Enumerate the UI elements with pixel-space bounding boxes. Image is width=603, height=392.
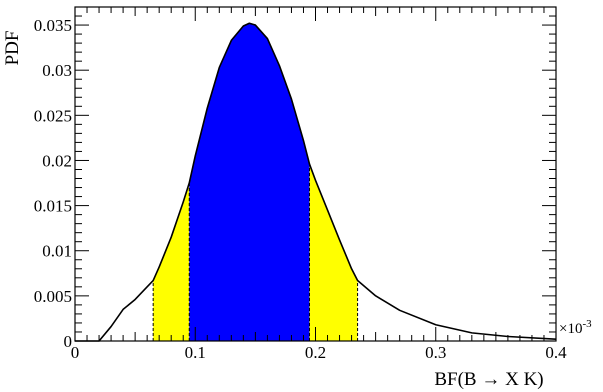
y-tick-label: 0.005 — [34, 287, 72, 306]
x-scale-exponent: -3 — [582, 318, 592, 330]
x-tick-label: 0.3 — [425, 343, 446, 362]
x-tick-label: 0 — [71, 343, 80, 362]
shaded-region-2 — [189, 23, 310, 341]
axis-ticks — [74, 6, 557, 342]
x-axis-title: BF(B → X K) — [434, 369, 543, 390]
x-tick-label: 0.2 — [305, 343, 326, 362]
y-axis-title: PDF — [2, 31, 23, 66]
y-tick-label: 0.025 — [34, 106, 72, 125]
y-tick-label: 0.03 — [42, 61, 72, 80]
y-tick-label: 0 — [64, 332, 73, 351]
x-tick-label: 0.4 — [545, 343, 567, 362]
x-scale-label: ×10 — [559, 321, 582, 337]
x-tick-label: 0.1 — [185, 343, 206, 362]
shaded-regions — [153, 23, 358, 341]
tick-labels: 0 0.1 0.2 0.3 0.4 0 0.005 0.01 0.015 0.02 0.025 0.0… — [34, 16, 567, 362]
y-tick-label: 0.015 — [34, 197, 72, 216]
interval-boundaries — [152, 164, 359, 341]
pdf-curve-layer — [75, 22, 557, 342]
y-tick-label: 0.01 — [42, 242, 72, 261]
y-tick-label: 0.02 — [42, 151, 72, 170]
pdf-curve — [75, 22, 557, 342]
shaded-region-3 — [309, 164, 358, 341]
y-tick-label: 0.035 — [34, 16, 72, 35]
x-scale-factor: ×10-3 — [559, 318, 592, 337]
shaded-region-1 — [153, 183, 190, 341]
